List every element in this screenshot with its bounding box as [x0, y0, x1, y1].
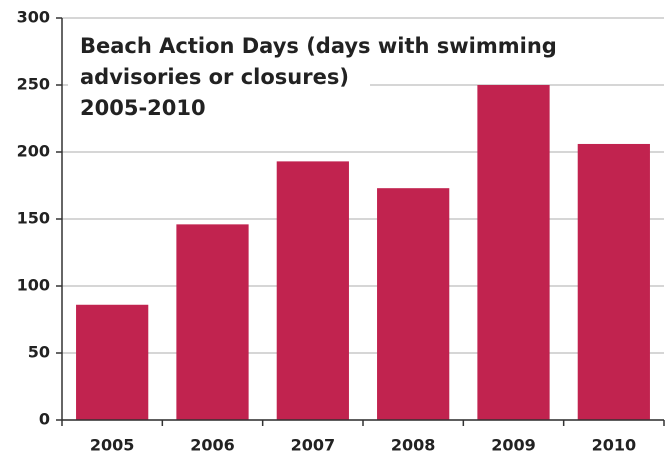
bar	[76, 304, 149, 420]
chart-title: 2005-2010	[80, 96, 206, 120]
x-tick-label: 2006	[190, 436, 235, 455]
bar	[377, 188, 450, 420]
bar	[176, 224, 249, 420]
y-tick-label: 50	[28, 343, 50, 362]
x-tick-label: 2008	[391, 436, 436, 455]
x-tick-label: 2007	[291, 436, 336, 455]
x-tick-label: 2005	[90, 436, 135, 455]
bar	[477, 85, 550, 420]
y-tick-label: 0	[39, 410, 50, 429]
title-background	[68, 22, 370, 132]
y-tick-label: 300	[17, 8, 50, 27]
x-tick-label: 2009	[491, 436, 536, 455]
y-tick-label: 150	[17, 209, 50, 228]
y-tick-label: 100	[17, 276, 50, 295]
y-tick-label: 250	[17, 75, 50, 94]
chart-title: advisories or closures)	[80, 65, 349, 89]
chart-title: Beach Action Days (days with swimming	[80, 34, 557, 58]
y-tick-label: 200	[17, 142, 50, 161]
x-tick-label: 2010	[592, 436, 637, 455]
bar	[276, 161, 349, 420]
bar	[577, 143, 650, 420]
